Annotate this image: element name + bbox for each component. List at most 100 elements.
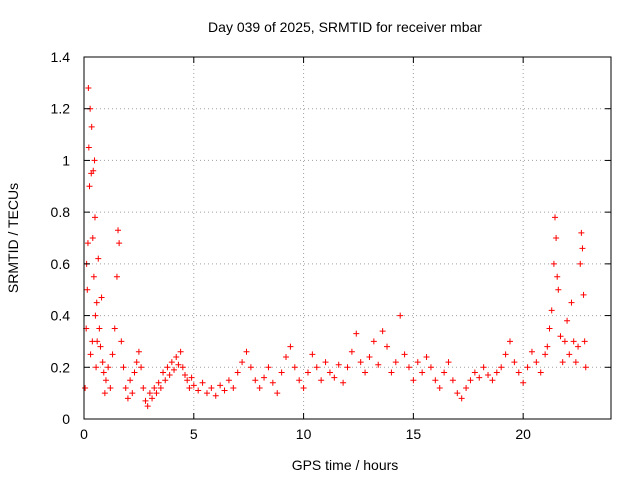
data-point: [111, 325, 118, 332]
data-point: [142, 397, 149, 404]
data-point: [265, 364, 272, 371]
data-point: [458, 395, 465, 402]
data-point: [217, 382, 224, 389]
y-tick-label: 0: [62, 411, 70, 427]
data-point: [405, 364, 412, 371]
data-point: [566, 351, 573, 358]
data-point: [296, 377, 303, 384]
y-tick-label: 0.2: [51, 359, 71, 375]
data-point: [304, 369, 311, 376]
data-point: [542, 351, 549, 358]
data-point: [340, 379, 347, 386]
data-point: [221, 387, 228, 394]
data-point: [157, 384, 164, 391]
data-point: [199, 379, 206, 386]
data-point: [256, 384, 263, 391]
data-point: [105, 364, 112, 371]
data-point: [113, 273, 120, 280]
data-point: [173, 353, 180, 360]
data-point: [184, 377, 191, 384]
data-point: [291, 364, 298, 371]
data-point: [195, 387, 202, 394]
data-point: [90, 167, 97, 174]
data-point: [115, 227, 122, 234]
data-point: [578, 229, 585, 236]
data-point: [155, 379, 162, 386]
y-tick-label: 1: [62, 152, 70, 168]
grid-lines: [84, 57, 611, 419]
data-point: [309, 351, 316, 358]
data-point: [239, 359, 246, 366]
data-point: [326, 369, 333, 376]
data-point: [557, 333, 564, 340]
data-point: [572, 359, 579, 366]
data-point: [278, 369, 285, 376]
data-point: [480, 364, 487, 371]
data-point: [138, 364, 145, 371]
data-point: [548, 307, 555, 314]
data-point: [269, 379, 276, 386]
data-point: [149, 395, 156, 402]
data-point: [467, 377, 474, 384]
data-point: [122, 384, 129, 391]
data-point: [445, 359, 452, 366]
data-point: [89, 235, 96, 241]
data-point: [90, 273, 97, 280]
data-point: [502, 351, 509, 358]
y-tick-label: 0.8: [51, 204, 71, 220]
data-point: [471, 369, 478, 376]
data-point: [107, 384, 114, 391]
data-point: [166, 372, 173, 379]
data-point: [188, 374, 195, 381]
y-tick-label: 0.4: [51, 308, 71, 324]
data-point: [101, 390, 108, 397]
data-point: [498, 364, 505, 371]
data-point: [162, 377, 169, 384]
data-point: [379, 328, 386, 335]
data-point: [370, 338, 377, 345]
y-tick-label: 0.6: [51, 256, 71, 272]
data-point: [116, 240, 123, 247]
data-point: [87, 351, 94, 358]
data-point: [95, 255, 102, 262]
data-point: [432, 377, 439, 384]
x-tick-label: 15: [406, 426, 422, 442]
data-point: [581, 338, 588, 345]
data-point: [544, 343, 551, 350]
data-point: [93, 364, 100, 371]
data-point: [388, 369, 395, 376]
data-point: [190, 382, 197, 389]
data-point: [177, 348, 184, 355]
data-point: [208, 384, 215, 391]
data-point: [335, 361, 342, 368]
y-tick-labels: 0 0.2 0.4 0.6 0.8 1 1.2 1.4: [51, 49, 71, 427]
data-point: [124, 395, 131, 402]
data-point: [524, 364, 531, 371]
data-point: [182, 372, 189, 379]
data-point: [375, 361, 382, 368]
data-point: [234, 369, 241, 376]
data-point: [133, 359, 140, 366]
data-point: [93, 299, 100, 306]
data-point: [353, 330, 360, 337]
data-point: [515, 369, 522, 376]
x-tick-label: 20: [515, 426, 531, 442]
data-point: [575, 343, 582, 350]
data-point: [88, 123, 95, 130]
data-point: [554, 273, 561, 280]
data-point: [131, 369, 138, 376]
data-point: [485, 372, 492, 379]
data-point: [98, 294, 105, 301]
data-point: [511, 359, 518, 366]
data-point: [86, 183, 93, 190]
data-point: [203, 390, 210, 397]
data-point: [230, 384, 237, 391]
data-point: [120, 364, 127, 371]
data-point: [397, 312, 404, 319]
data-point: [449, 377, 456, 384]
data-point: [274, 390, 281, 397]
data-point: [331, 374, 338, 381]
data-point: [243, 348, 250, 355]
data-point: [357, 359, 364, 366]
data-point: [146, 390, 153, 397]
